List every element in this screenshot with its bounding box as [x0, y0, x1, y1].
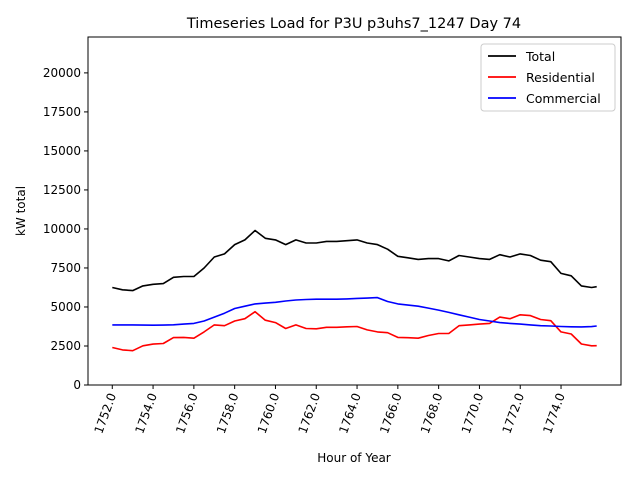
legend-label-total: Total — [525, 49, 555, 64]
x-tick-label: 1764.0 — [336, 391, 364, 435]
x-tick-label: 1768.0 — [418, 391, 446, 435]
chart-title: Timeseries Load for P3U p3uhs7_1247 Day … — [186, 16, 521, 32]
legend-label-residential: Residential — [526, 70, 595, 85]
y-tick-label: 10000 — [43, 222, 81, 236]
legend-label-commercial: Commercial — [526, 91, 601, 106]
y-axis-label: kW total — [14, 186, 28, 236]
x-tick-label: 1774.0 — [540, 391, 568, 435]
series-line-residential — [112, 310, 597, 352]
x-tick-label: 1762.0 — [296, 391, 324, 435]
x-tick-label: 1758.0 — [214, 391, 242, 435]
x-tick-label: 1770.0 — [459, 391, 487, 435]
x-tick-label: 1760.0 — [255, 391, 283, 435]
series-line-commercial — [112, 296, 597, 328]
y-tick-label: 0 — [73, 378, 81, 392]
y-tick-label: 15000 — [43, 144, 81, 158]
y-tick-label: 17500 — [43, 105, 81, 119]
y-tick-label: 12500 — [43, 183, 81, 197]
y-tick-label: 7500 — [50, 261, 81, 275]
legend-box — [480, 43, 616, 112]
x-axis-label: Hour of Year — [317, 451, 391, 465]
x-tick-label: 1766.0 — [377, 391, 405, 435]
x-tick-label: 1756.0 — [173, 391, 201, 435]
x-tick-label: 1752.0 — [92, 391, 120, 435]
series-line-total — [112, 229, 597, 292]
y-tick-label: 20000 — [43, 66, 81, 80]
y-tick-label: 2500 — [50, 339, 81, 353]
y-tick-label: 5000 — [50, 300, 81, 314]
x-tick-label: 1772.0 — [500, 391, 528, 435]
x-tick-label: 1754.0 — [132, 391, 160, 435]
plot-frame — [87, 36, 622, 386]
